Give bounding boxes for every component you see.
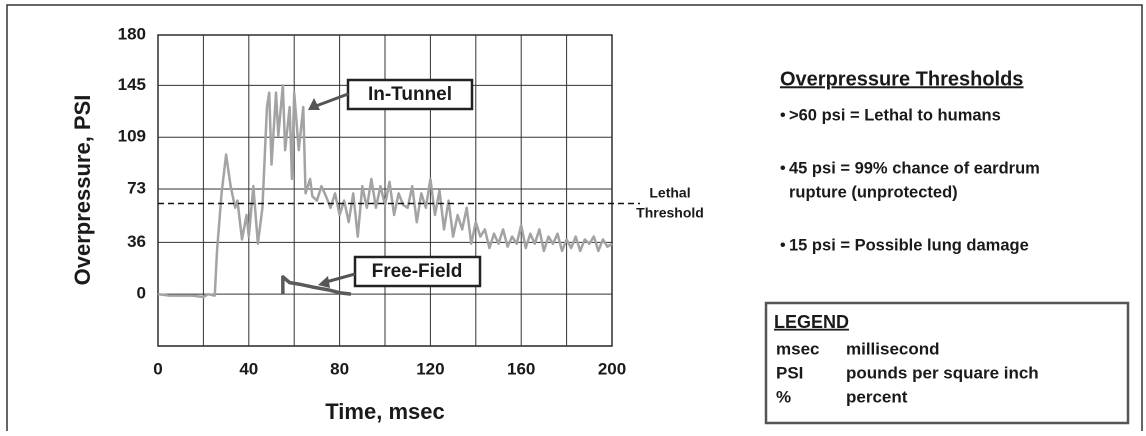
y-tick-label: 109 [118, 127, 146, 146]
annotation: Free-Field [372, 261, 463, 282]
bullet: • [780, 237, 786, 254]
threshold-item: >60 psi = Lethal to humans [789, 106, 1001, 124]
y-tick-label: 36 [127, 232, 146, 251]
panel-title: Overpressure Thresholds [780, 68, 1023, 90]
arrow [325, 272, 356, 284]
y-axis-title: Overpressure, PSI [70, 95, 95, 286]
y-tick-label: 0 [137, 284, 146, 303]
y-tick-label: 180 [118, 24, 146, 43]
arrow-head [308, 98, 320, 110]
threshold-item: 15 psi = Possible lung damage [789, 236, 1029, 254]
legend-value: pounds per square inch [846, 363, 1039, 382]
y-tick-label: 73 [127, 179, 146, 198]
arrow [315, 92, 349, 108]
x-tick-label: 0 [153, 359, 162, 378]
x-tick-label: 80 [330, 359, 349, 378]
annotation-box [346, 78, 474, 111]
legend-key: PSI [776, 363, 803, 382]
x-tick-label: 40 [239, 359, 258, 378]
threshold-item: rupture (unprotected) [789, 183, 958, 201]
series-line [281, 275, 352, 296]
bullet: • [780, 160, 786, 177]
threshold-list: • >60 psi = Lethal to humans• 45 psi = 99%… [780, 106, 1040, 254]
bullet: • [780, 107, 786, 124]
threshold-item: 45 psi = 99% chance of eardrum [789, 159, 1040, 177]
legend-title: LEGEND [774, 312, 849, 332]
legend-rows: msec millisecond PSI pounds per square inch… [776, 339, 1039, 406]
x-tick-label: 120 [416, 359, 444, 378]
arrow-head [318, 276, 330, 288]
legend-value: percent [846, 387, 908, 406]
annotation-box [353, 255, 482, 288]
y-tick-label: 145 [118, 75, 146, 94]
x-tick-label: 200 [598, 359, 626, 378]
legend-box [764, 301, 1130, 425]
x-tick-label: 160 [507, 359, 535, 378]
threshold-label: Lethal [649, 185, 690, 201]
legend-value: millisecond [846, 339, 940, 358]
series-line [157, 84, 613, 299]
annotation: In-Tunnel [368, 84, 452, 105]
legend-key: msec [776, 339, 819, 358]
x-axis-title: Time, msec [325, 399, 444, 424]
legend-key: % [776, 387, 791, 406]
threshold-label: Threshold [636, 205, 704, 221]
